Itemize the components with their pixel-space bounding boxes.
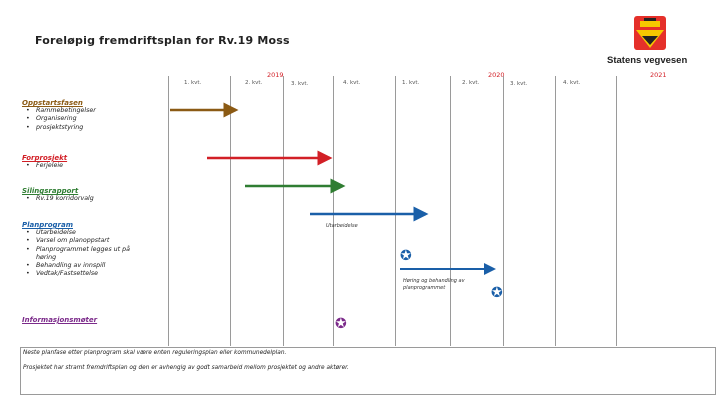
phase-title: Planprogram bbox=[22, 221, 73, 229]
phase-informasjonsmoter: Informasjonsmøter bbox=[22, 316, 97, 324]
list-item: Organisering bbox=[22, 115, 96, 124]
quarter-label: 1. kvt. bbox=[184, 80, 202, 86]
phase-planprogram: Planprogram Utarbeidelse Varsel om plano… bbox=[22, 221, 162, 279]
grid-line bbox=[395, 76, 396, 346]
brand-name: Statens vegvesen bbox=[607, 55, 688, 66]
quarter-label: 4. kvt. bbox=[343, 80, 361, 86]
note-utarbeidelse: Utarbeidelse bbox=[326, 223, 358, 229]
year-label-2019: 2019 bbox=[267, 71, 284, 79]
grid-line bbox=[450, 76, 451, 346]
list-item: Behandling av innspill bbox=[22, 262, 162, 271]
list-item: Planprogrammet legges ut på høring bbox=[22, 246, 136, 263]
grid-line bbox=[616, 76, 617, 346]
quarter-label: 2. kvt. bbox=[462, 80, 480, 86]
list-item: Ferjeleie bbox=[22, 162, 67, 171]
star-icon: ✪ bbox=[335, 316, 347, 332]
list-item: Varsel om planoppstart bbox=[22, 237, 162, 246]
phase-title: Oppstartsfasen bbox=[22, 99, 83, 107]
phase-title: Silingsrapport bbox=[22, 187, 79, 195]
star-icon: ✪ bbox=[491, 285, 503, 301]
info-box: Neste planfase etter planprogram skal væ… bbox=[20, 347, 716, 395]
phase-title: Informasjonsmøter bbox=[22, 316, 98, 324]
year-label-2020: 2020 bbox=[488, 71, 505, 79]
grid-line bbox=[230, 76, 231, 346]
grid-line bbox=[283, 76, 284, 346]
quarter-label: 3. kvt. bbox=[291, 81, 309, 87]
page-title: Foreløpig fremdriftsplan for Rv.19 Moss bbox=[35, 34, 290, 47]
info-line-2: Prosjektet har stramt fremdriftsplan og … bbox=[23, 365, 349, 371]
grid-line bbox=[168, 76, 169, 346]
phase-forprosjekt: Forprosjekt Ferjeleie bbox=[22, 154, 68, 171]
phase-silingsrapport: Silingsrapport Rv.19 korridorvalg bbox=[22, 187, 94, 204]
info-line-1: Neste planfase etter planprogram skal væ… bbox=[23, 350, 287, 356]
year-label-2021: 2021 bbox=[650, 71, 667, 79]
quarter-label: 2. kvt. bbox=[245, 80, 263, 86]
phase-title: Forprosjekt bbox=[22, 154, 68, 162]
list-item: prosjektstyring bbox=[22, 124, 96, 133]
list-item: Rv.19 korridorvalg bbox=[22, 195, 94, 204]
quarter-label: 4. kvt. bbox=[563, 80, 581, 86]
quarter-label: 3. kvt. bbox=[510, 81, 528, 87]
note-horing: Høring og behandling av planprogrammet bbox=[403, 278, 465, 291]
grid-line bbox=[555, 76, 556, 346]
list-item: Rammebetingelser bbox=[22, 107, 96, 116]
grid-line bbox=[333, 76, 334, 346]
phase-oppstart: Oppstartsfasen Rammebetingelser Organise… bbox=[22, 99, 96, 132]
quarter-label: 1. kvt. bbox=[402, 80, 420, 86]
grid-line bbox=[503, 76, 504, 346]
list-item: Utarbeidelse bbox=[22, 229, 162, 238]
star-icon: ✪ bbox=[400, 248, 412, 264]
statens-vegvesen-logo bbox=[634, 16, 666, 50]
list-item: Vedtak/Fastsettelse bbox=[22, 270, 162, 279]
